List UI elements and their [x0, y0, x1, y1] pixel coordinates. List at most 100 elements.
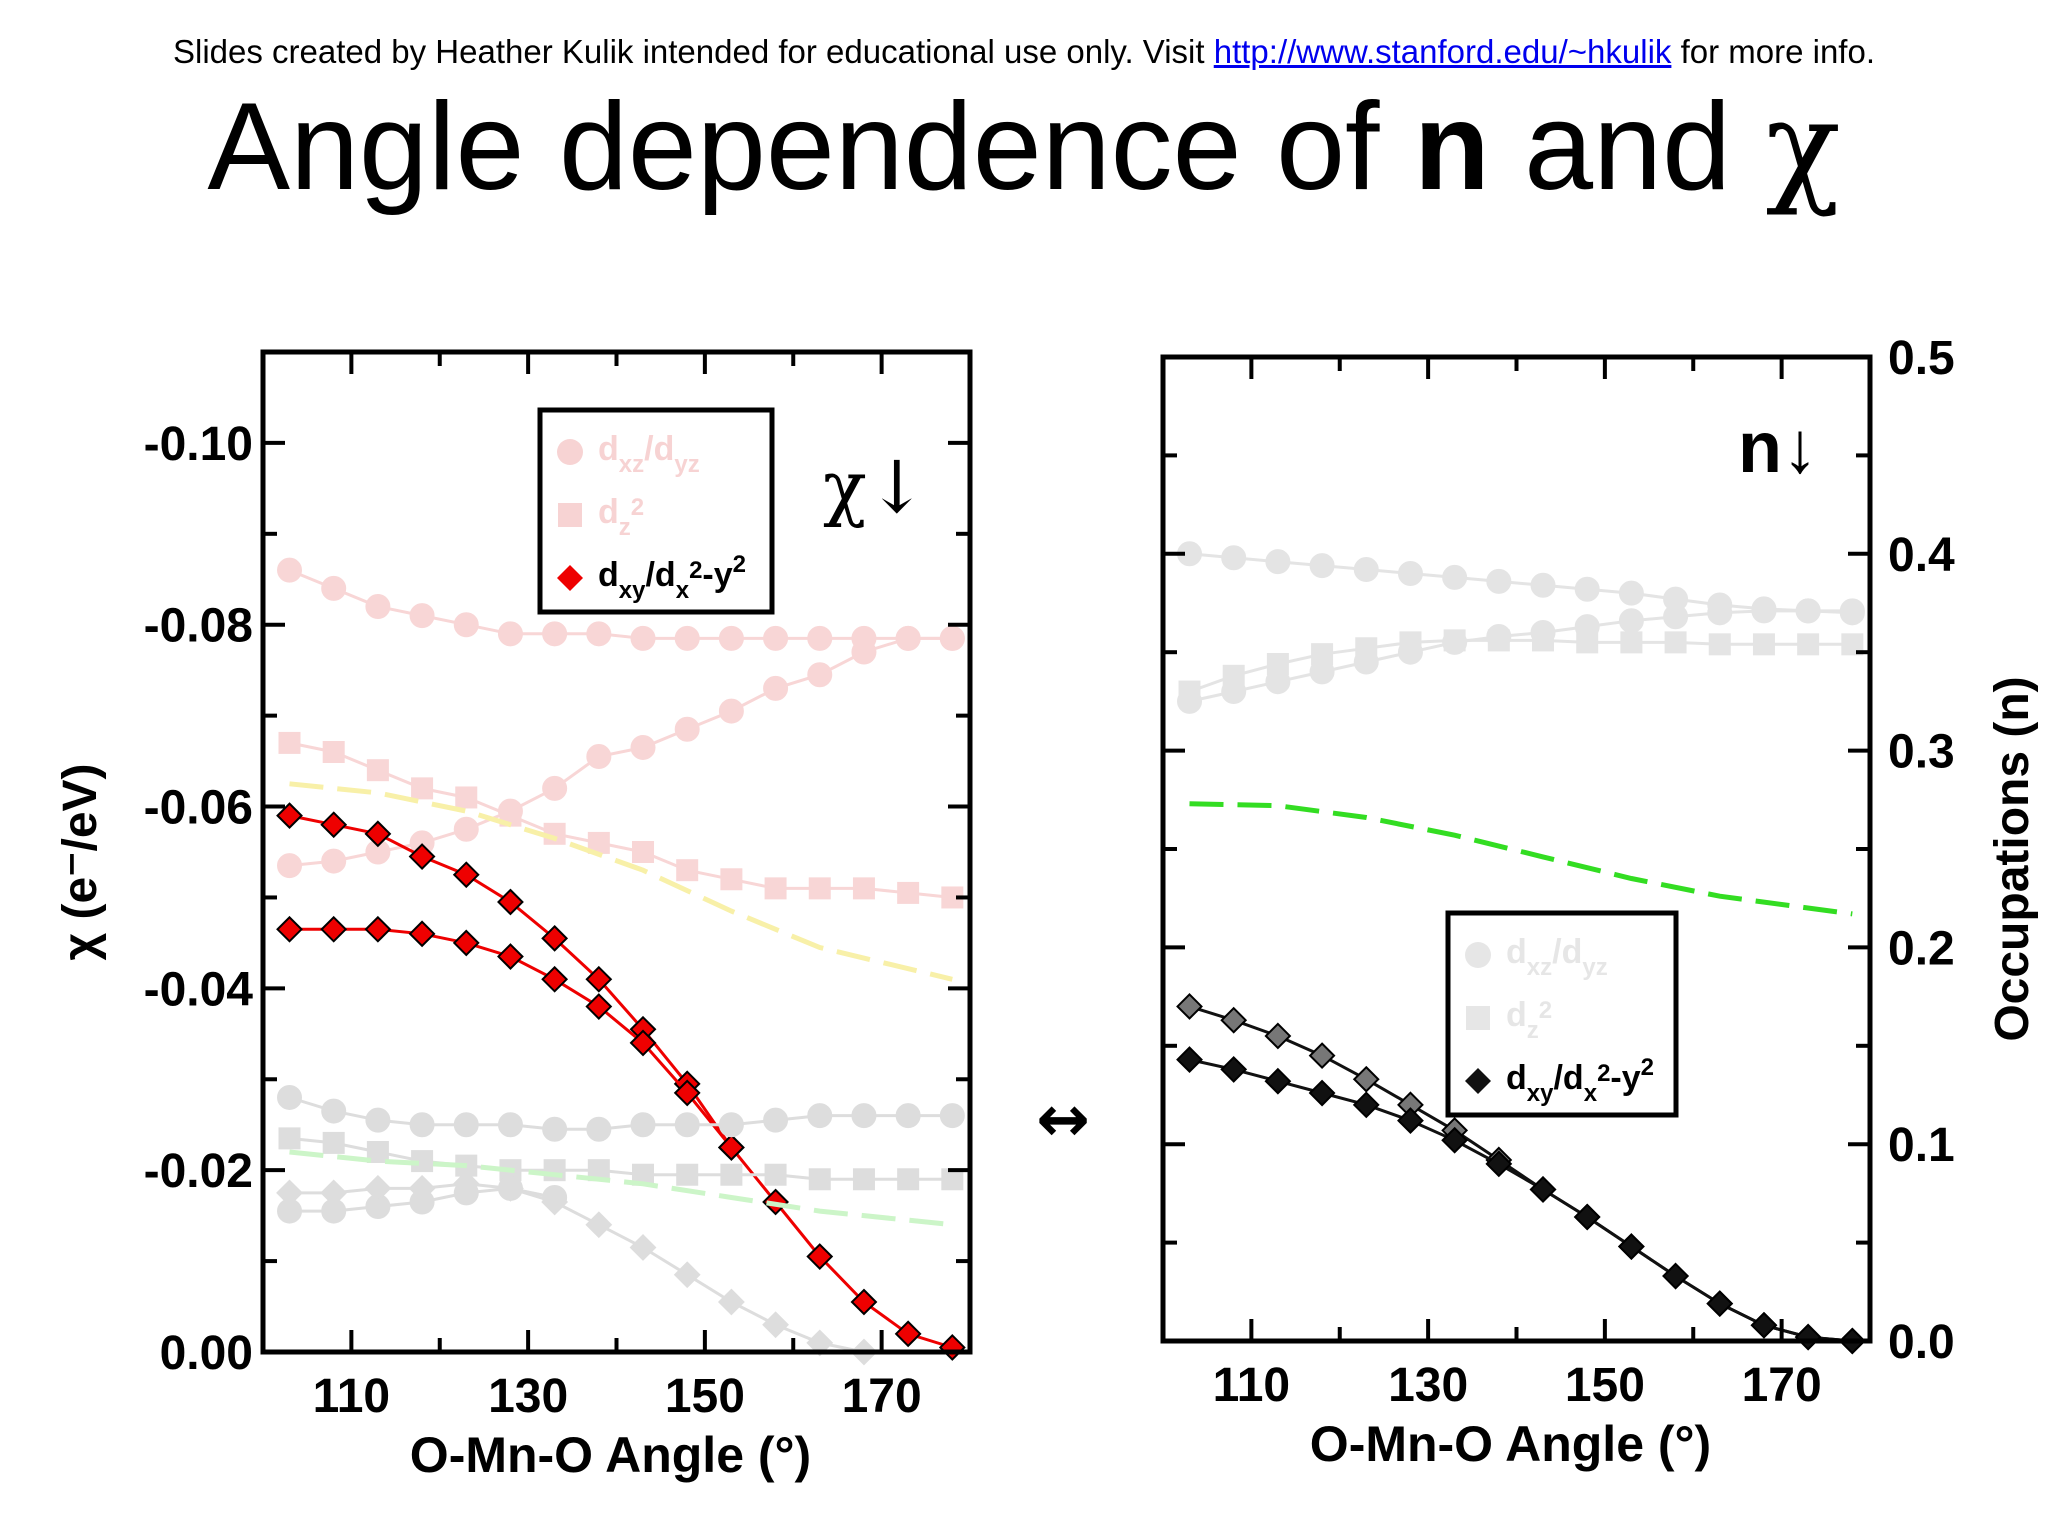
- y-tick-label: -0.08: [144, 600, 253, 653]
- x-tick-label: 150: [1565, 1359, 1645, 1412]
- legend-label-part: z: [619, 514, 631, 541]
- data-point: [1841, 633, 1864, 656]
- data-point: [585, 1211, 613, 1239]
- data-point: [897, 1168, 920, 1191]
- data-point: [586, 621, 612, 647]
- data-point: [452, 1170, 480, 1198]
- data-point: [939, 1103, 965, 1129]
- data-point: [1220, 1006, 1248, 1034]
- series-line: [289, 741, 953, 899]
- data-point: [1620, 631, 1643, 654]
- legend-label-part: /d: [645, 556, 675, 594]
- data-point: [895, 625, 921, 651]
- legend-label: dz2: [598, 493, 644, 541]
- data-point: [720, 1163, 743, 1186]
- legend-label-part: 2: [733, 551, 746, 578]
- legend-label-part: 2: [689, 557, 702, 584]
- data-point: [1265, 549, 1291, 575]
- credit-prefix: Slides created by Heather Kulik intended…: [173, 33, 1214, 70]
- legend-label-part: 2: [1597, 1060, 1610, 1087]
- data-point: [851, 1103, 877, 1129]
- data-point: [720, 868, 743, 891]
- legend-label-part: 2: [631, 494, 644, 521]
- data-point: [717, 1134, 745, 1161]
- x-tick-label: 110: [313, 1370, 390, 1423]
- data-point: [321, 1098, 347, 1124]
- data-point: [411, 777, 434, 800]
- y-tick-label: 0.2: [1888, 922, 1955, 975]
- data-point: [541, 965, 569, 993]
- data-point: [673, 1261, 701, 1289]
- data-point: [1487, 629, 1510, 652]
- series-line: [1189, 801, 1853, 917]
- title-part1: Angle dependence of: [207, 78, 1414, 216]
- data-point: [1353, 557, 1379, 583]
- y-tick-label: 0.1: [1888, 1119, 1955, 1172]
- data-point: [852, 1168, 875, 1191]
- data-point: [632, 841, 655, 863]
- data-point: [629, 1234, 657, 1261]
- data-point: [542, 775, 568, 801]
- legend-label: dz2: [1506, 996, 1552, 1044]
- data-point: [630, 625, 656, 651]
- data-point: [455, 786, 478, 809]
- x-tick-label: 110: [1213, 1359, 1290, 1412]
- credit-link[interactable]: http://www.stanford.edu/~hkulik: [1213, 33, 1672, 70]
- legend-marker: [1465, 942, 1491, 968]
- data-point: [541, 1188, 569, 1216]
- plot-frame: [1160, 354, 1873, 1344]
- legend-marker: [558, 503, 582, 527]
- data-point: [1708, 633, 1731, 656]
- data-point: [411, 1150, 434, 1173]
- data-point: [322, 741, 345, 763]
- data-point: [718, 698, 744, 724]
- data-point: [850, 1288, 878, 1316]
- legend-label-part: d: [1506, 996, 1527, 1034]
- data-point: [763, 675, 789, 701]
- data-point: [808, 877, 831, 900]
- y-tick-label: -0.04: [144, 963, 254, 1016]
- y-tick-label: 0.5: [1888, 332, 1955, 385]
- legend-label-part: /d: [1552, 933, 1582, 971]
- panel-label-n: n↓: [1738, 408, 1818, 488]
- data-point: [762, 1311, 789, 1339]
- x-tick-label: 170: [842, 1370, 922, 1423]
- data-point: [764, 1163, 787, 1186]
- data-point: [895, 1103, 921, 1129]
- data-point: [497, 1174, 524, 1202]
- data-point: [676, 1163, 699, 1186]
- legend-entry-2: dz2: [558, 493, 644, 541]
- x-tick-label: 170: [1742, 1359, 1822, 1412]
- legend-label-part: x: [676, 577, 690, 604]
- data-point: [320, 811, 348, 839]
- y-axis-label: χ (e⁻/eV): [54, 763, 107, 960]
- data-point: [1266, 653, 1289, 676]
- series-3: [1178, 629, 1864, 703]
- data-point: [278, 731, 301, 754]
- data-point: [453, 816, 479, 842]
- y-tick-label: 0.3: [1888, 726, 1955, 779]
- series-6: [1176, 1046, 1866, 1355]
- legend-entry-1: dxz/dyz: [1465, 933, 1608, 981]
- series-line: [289, 781, 953, 982]
- data-point: [1264, 1067, 1292, 1095]
- data-point: [1355, 637, 1378, 660]
- data-point: [586, 744, 612, 770]
- y-tick-label: 0.4: [1888, 529, 1955, 582]
- legend-label-part: d: [1506, 933, 1527, 971]
- series-line: [1189, 1058, 1853, 1343]
- legend-label-part: xy: [1527, 1080, 1554, 1107]
- series-line: [1189, 609, 1853, 703]
- legend-label-part: x: [1584, 1080, 1598, 1107]
- legend-label-part: /d: [644, 430, 674, 468]
- data-point: [1663, 604, 1689, 630]
- data-point: [321, 575, 347, 601]
- chart-panel-2: 110 130 150 170 0.0 0.1 0.2 0.3 0.4 0.5 O-Mn-O Ang…: [1160, 332, 2039, 1472]
- series-6: [276, 915, 745, 1161]
- data-point: [718, 1112, 744, 1138]
- x-tick-label: 130: [1388, 1359, 1468, 1412]
- data-point: [1352, 1091, 1380, 1119]
- y-tick-label: -0.10: [144, 418, 253, 471]
- series-line: [289, 1136, 953, 1181]
- data-point: [1441, 1126, 1469, 1154]
